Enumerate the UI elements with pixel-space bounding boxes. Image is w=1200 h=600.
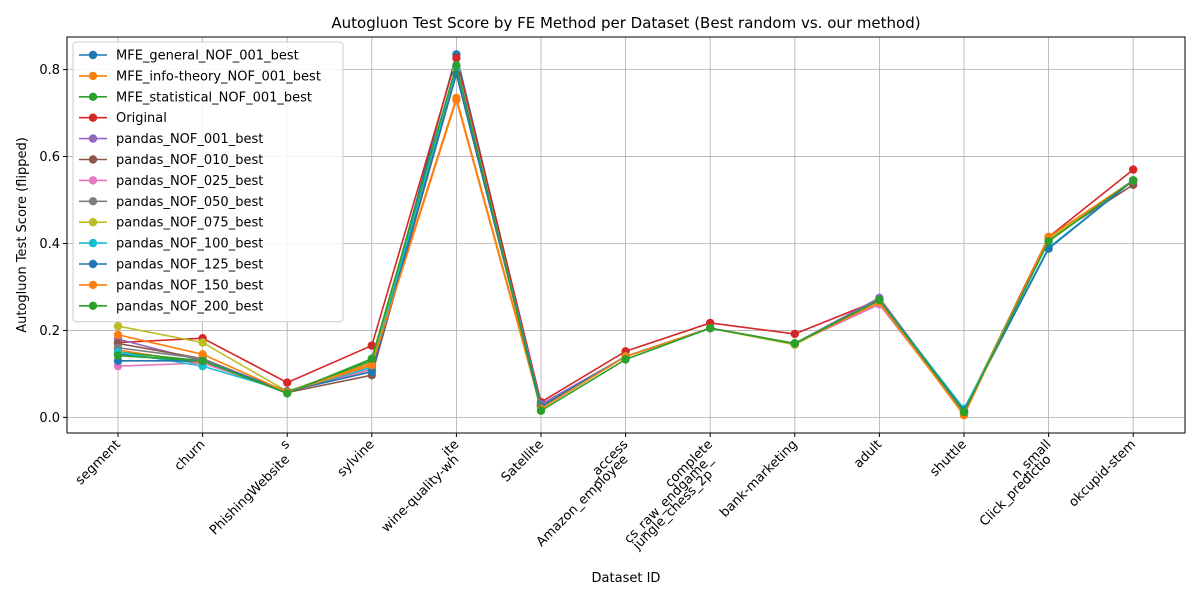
legend-item: MFE_statistical_NOF_001_best xyxy=(79,90,312,105)
legend-swatch-marker xyxy=(88,134,98,143)
legend-swatch-marker xyxy=(88,50,98,60)
legend-item: MFE_info-theory_NOF_001_best xyxy=(79,69,321,84)
data-point xyxy=(706,324,715,333)
data-point xyxy=(790,329,799,339)
legend-label: pandas_NOF_010_best xyxy=(116,153,263,168)
legend-label: pandas_NOF_125_best xyxy=(116,258,263,273)
data-point xyxy=(875,295,884,305)
data-point xyxy=(1044,237,1053,246)
legend-swatch-marker xyxy=(88,176,98,185)
legend-label: pandas_NOF_025_best xyxy=(116,174,263,189)
data-point xyxy=(113,330,123,339)
data-point xyxy=(959,407,969,417)
legend-swatch-marker xyxy=(88,197,98,206)
legend-item: pandas_NOF_200_best xyxy=(79,299,263,314)
y-axis-title: Autogluon Test Score (flipped) xyxy=(15,137,30,333)
data-point xyxy=(283,378,292,387)
legend-label: Original xyxy=(116,111,167,126)
legend-swatch-marker xyxy=(88,218,98,227)
legend-item: pandas_NOF_125_best xyxy=(79,258,263,273)
data-point xyxy=(1129,176,1138,185)
series-layer xyxy=(113,50,1138,420)
data-point xyxy=(621,355,630,364)
legend-item: pandas_NOF_050_best xyxy=(79,195,263,210)
legend-label: pandas_NOF_150_best xyxy=(116,278,263,293)
data-point xyxy=(113,321,123,331)
y-tick-label: 0.0 xyxy=(39,411,60,426)
legend-swatch-marker xyxy=(88,259,98,269)
data-point xyxy=(536,406,546,415)
legend-label: pandas_NOF_100_best xyxy=(116,237,263,252)
legend-swatch-marker xyxy=(88,238,98,248)
data-point xyxy=(452,53,461,63)
legend-label: pandas_NOF_075_best xyxy=(116,216,263,231)
legend-swatch-marker xyxy=(88,155,98,164)
legend-label: pandas_NOF_050_best xyxy=(116,195,263,210)
data-point xyxy=(790,339,799,348)
y-tick-label: 0.6 xyxy=(39,150,60,165)
legend: MFE_general_NOF_001_best MFE_info-theory_… xyxy=(72,41,344,323)
legend-item: MFE_general_NOF_001_best xyxy=(79,49,299,64)
y-tick-label: 0.2 xyxy=(39,324,60,339)
legend-item: pandas_NOF_025_best xyxy=(79,174,263,189)
data-point xyxy=(367,354,376,363)
data-point xyxy=(1129,165,1138,174)
legend-label: MFE_info-theory_NOF_001_best xyxy=(116,69,321,84)
legend-item: pandas_NOF_001_best xyxy=(79,132,263,147)
legend-swatch-marker xyxy=(88,301,98,310)
x-axis-title: Dataset ID xyxy=(592,571,661,586)
data-point xyxy=(198,350,207,359)
data-point xyxy=(113,351,123,360)
legend-label: pandas_NOF_200_best xyxy=(116,299,263,314)
legend-swatch-marker xyxy=(88,92,98,102)
data-point xyxy=(198,338,207,347)
data-point xyxy=(452,95,461,105)
legend-swatch-marker xyxy=(88,71,98,81)
chart-title: Autogluon Test Score by FE Method per Da… xyxy=(331,14,920,32)
legend-item: pandas_NOF_075_best xyxy=(79,216,263,231)
data-point xyxy=(367,361,376,370)
data-point xyxy=(198,356,207,365)
legend-item: pandas_NOF_150_best xyxy=(79,278,263,293)
legend-item: Original xyxy=(79,111,167,126)
legend-swatch-marker xyxy=(88,280,98,290)
data-point xyxy=(452,61,461,70)
legend-item: pandas_NOF_100_best xyxy=(79,237,263,252)
y-tick-label: 0.8 xyxy=(39,63,60,78)
legend-box xyxy=(72,41,344,323)
legend-label: pandas_NOF_001_best xyxy=(116,132,263,147)
series-pandas_NOF_200_best xyxy=(113,61,1138,417)
data-point xyxy=(367,367,376,376)
y-tick-label: 0.4 xyxy=(39,237,60,252)
legend-label: MFE_statistical_NOF_001_best xyxy=(116,90,312,105)
legend-label: MFE_general_NOF_001_best xyxy=(116,49,299,64)
data-point xyxy=(283,389,292,398)
data-point xyxy=(367,341,376,350)
legend-swatch-marker xyxy=(88,113,98,122)
legend-item: pandas_NOF_010_best xyxy=(79,153,263,168)
